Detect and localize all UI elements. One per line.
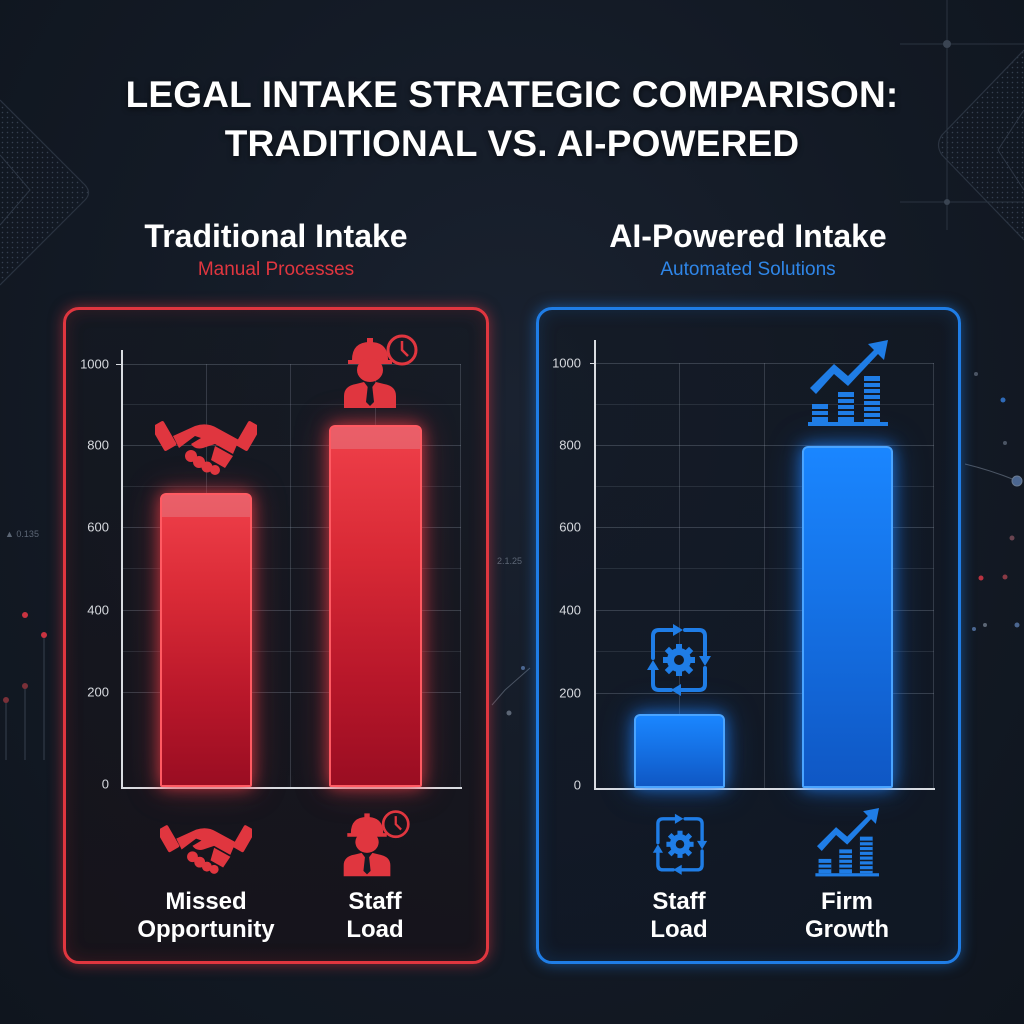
y-tick-label: 200: [559, 685, 581, 701]
gridline: [596, 445, 934, 446]
gridline: [596, 404, 934, 405]
gridline: [596, 486, 934, 487]
traditional-header: Traditional Intake Manual Processes: [56, 216, 496, 284]
gridline: [596, 527, 934, 528]
x-axis: [121, 787, 462, 789]
gridline: [122, 568, 461, 569]
gear-cycle-icon: [647, 624, 711, 696]
bar-firm-growth: [802, 446, 893, 788]
traditional-heading: Traditional Intake: [144, 218, 408, 254]
x-axis: [594, 788, 935, 790]
worker-clock-icon: [343, 810, 410, 877]
gridline: [122, 692, 461, 693]
bar-staff-load-ai: [634, 714, 725, 788]
ai-header: AI-Powered Intake Automated Solutions: [528, 216, 968, 284]
traditional-panel: [63, 307, 489, 964]
bar-missed-opportunity: [160, 493, 252, 787]
y-tick-label: 1000: [552, 355, 581, 371]
ai-subheading: Automated Solutions: [660, 259, 836, 280]
y-tick-label: 400: [559, 602, 581, 618]
gridline-vertical: [679, 363, 680, 788]
ai-heading: AI-Powered Intake: [609, 218, 887, 254]
growth-chart-icon: [815, 808, 880, 877]
category-label-staff-load-ai: Staff Load: [650, 888, 708, 943]
y-tick-label: 800: [559, 437, 581, 453]
page-title: LEGAL INTAKE STRATEGIC COMPARISON: TRADI…: [0, 70, 1024, 168]
worker-clock-icon: [344, 334, 418, 408]
gridline: [596, 651, 934, 652]
y-tick-label: 600: [559, 519, 581, 535]
gridline: [122, 486, 461, 487]
category-label-missed-opportunity: Missed Opportunity: [137, 888, 275, 943]
gear-cycle-icon: [652, 813, 708, 875]
title-line-2: TRADITIONAL VS. AI-POWERED: [224, 123, 800, 164]
gridline: [122, 364, 461, 365]
bar-staff-load-traditional: [329, 425, 422, 787]
gridline: [122, 651, 461, 652]
gridline-vertical: [933, 363, 934, 788]
category-label-staff-load-traditional: Staff Load: [346, 888, 404, 943]
y-axis: [121, 350, 123, 788]
y-tick-label: 800: [87, 437, 109, 453]
handshake-icon: [155, 421, 257, 475]
tick-mark: [590, 363, 596, 364]
gridline-vertical: [460, 364, 461, 787]
gridline: [122, 445, 461, 446]
gridline-vertical: [764, 363, 765, 788]
growth-chart-icon: [808, 340, 888, 426]
gridline: [596, 568, 934, 569]
y-tick-label: 0: [101, 776, 109, 792]
y-tick-label: 400: [87, 602, 109, 618]
category-label-firm-growth: Firm Growth: [805, 888, 889, 943]
y-tick-label: 1000: [80, 356, 109, 372]
traditional-subheading: Manual Processes: [197, 259, 355, 280]
gridline: [122, 404, 461, 405]
handshake-icon: [160, 825, 252, 874]
gridline: [596, 610, 934, 611]
gridline: [596, 363, 934, 364]
tick-mark: [116, 364, 122, 365]
y-axis: [594, 340, 596, 789]
gridline: [122, 527, 461, 528]
gridline-vertical: [290, 364, 291, 787]
decorative-value-center: 2.1.25: [497, 556, 523, 566]
gridline: [122, 610, 461, 611]
title-line-1: LEGAL INTAKE STRATEGIC COMPARISON:: [125, 74, 899, 115]
y-tick-label: 0: [573, 777, 581, 793]
ai-panel: [536, 307, 961, 964]
y-tick-label: 200: [87, 684, 109, 700]
y-tick-label: 600: [87, 519, 109, 535]
gridline: [596, 693, 934, 694]
decorative-value-left: ▲ 0.135: [5, 529, 39, 539]
